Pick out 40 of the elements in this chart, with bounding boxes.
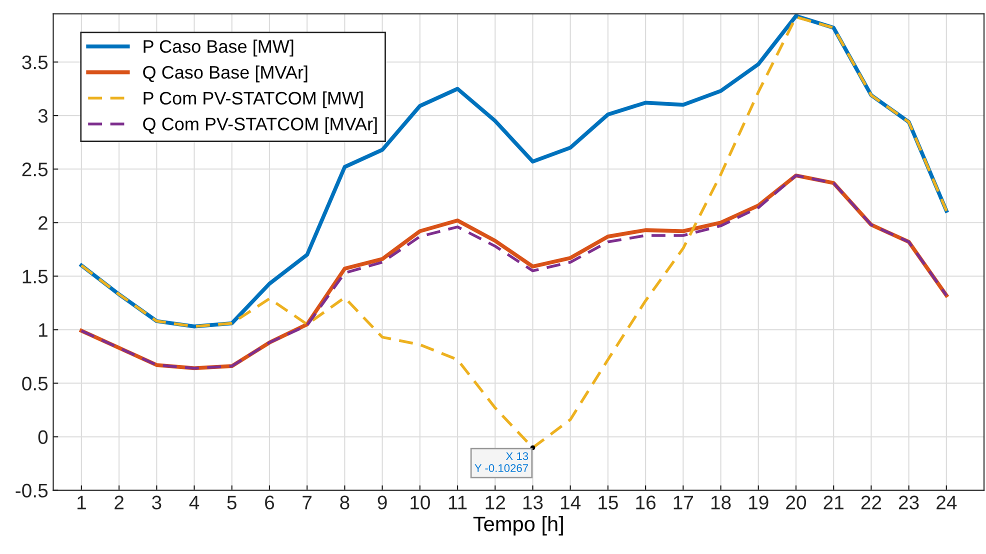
x-axis-title: Tempo [h] xyxy=(473,516,563,536)
legend-label: P Com PV-STATCOM [MW] xyxy=(144,91,363,108)
y-tick-label: 2.5 xyxy=(22,162,48,176)
legend-label: P Caso Base [MW] xyxy=(144,40,294,56)
y-tick-label: 3.5 xyxy=(22,55,48,70)
x-tick-label: 1 xyxy=(78,496,86,510)
line-series xyxy=(80,16,948,450)
x-tick-label: 4 xyxy=(189,496,200,510)
y-tick-label: 3 xyxy=(38,109,48,123)
y-tick-label: 0.5 xyxy=(22,376,48,390)
legend-label: Q Com PV-STATCOM [MVAr] xyxy=(143,117,377,134)
x-tick-label: 6 xyxy=(265,496,274,510)
x-tick-label: 17 xyxy=(674,496,694,510)
x-tick-label: 24 xyxy=(936,496,957,510)
x-tick-label: 13 xyxy=(523,496,543,510)
x-tick-label: 9 xyxy=(378,496,387,510)
x-tick-label: 16 xyxy=(636,496,656,510)
x-tick-label: 10 xyxy=(410,496,430,510)
x-tick-label: 20 xyxy=(786,496,806,510)
x-tick-label: 14 xyxy=(561,496,581,510)
x-tick-label: 22 xyxy=(861,496,882,510)
y-tick-label: 0 xyxy=(38,430,48,444)
x-tick-label: 21 xyxy=(824,496,844,510)
x-tick-label: 7 xyxy=(302,496,312,510)
y-tick-label: 1 xyxy=(39,323,48,337)
x-tick-label: 3 xyxy=(152,496,162,510)
x-tick-label: 5 xyxy=(227,496,236,510)
y-tick-label: -0.5 xyxy=(16,484,48,498)
legend-label: Q Caso Base [MVAr] xyxy=(143,65,308,82)
x-tick-label: 23 xyxy=(898,496,919,510)
x-tick-label: 11 xyxy=(448,496,467,510)
x-tick-label: 19 xyxy=(749,496,768,510)
y-tick-label: 2 xyxy=(38,216,48,230)
x-tick-label: 2 xyxy=(114,496,124,510)
x-tick-label: 18 xyxy=(711,496,731,510)
y-tick-label: 1.5 xyxy=(22,270,48,284)
x-tick-label: 12 xyxy=(486,496,505,510)
annotation: X 13 Y -0.10267 xyxy=(474,452,528,472)
x-tick-label: 15 xyxy=(598,496,618,510)
x-tick-label: 8 xyxy=(340,496,350,510)
